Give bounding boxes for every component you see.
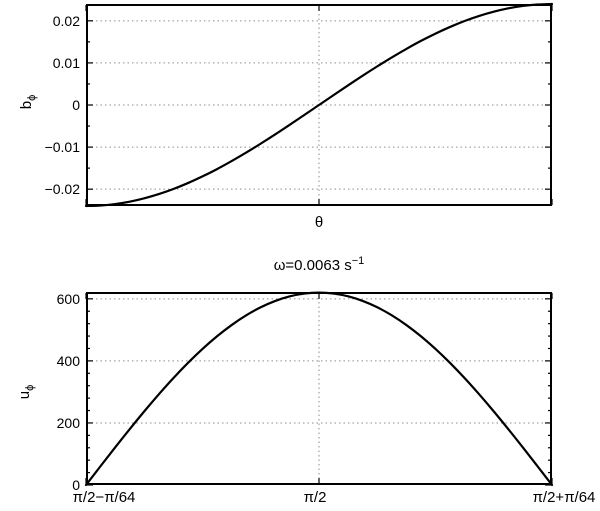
plot-svg bbox=[84, 291, 554, 487]
y-tick-label: 0 bbox=[72, 97, 80, 113]
y-tick-label: 0.01 bbox=[52, 54, 80, 71]
bottom-y-axis-label-base: u bbox=[16, 390, 33, 400]
bottom-y-axis-label: uϕ bbox=[16, 362, 36, 422]
data-curve bbox=[84, 2, 554, 208]
y-tick-label: 600 bbox=[56, 290, 80, 307]
x-tick-label: π/2 bbox=[303, 489, 327, 506]
y-tick-label: 0 bbox=[72, 477, 80, 493]
y-tick-label: −0.02 bbox=[44, 181, 80, 198]
top-x-axis-label: θ bbox=[314, 214, 324, 231]
top-axes: 0.02 0.01 0 −0.01 −0.02 bbox=[45, 2, 554, 208]
bottom-plot-title-text: ω=0.0063 s bbox=[273, 257, 352, 274]
x-tick-label: π/2+π/64 bbox=[532, 489, 596, 506]
x-tick-label: π/2−π/64 bbox=[72, 489, 136, 506]
axes-frame bbox=[86, 4, 552, 206]
bottom-plot-title-exponent: −1 bbox=[351, 255, 365, 267]
y-tick-label: 200 bbox=[56, 414, 80, 431]
y-tick-label: −0.01 bbox=[44, 139, 80, 156]
phi-subscript: ϕ bbox=[24, 384, 36, 391]
y-tick-label: 400 bbox=[56, 352, 80, 369]
plot-svg bbox=[84, 2, 554, 208]
axes-frame bbox=[86, 292, 552, 485]
bottom-axes: 600 400 200 0 π/2−π/64 π/2 π/2+π/64 bbox=[57, 291, 596, 506]
y-tick-label: 0.02 bbox=[52, 12, 80, 29]
bottom-plot-title: ω=0.0063 s−1 bbox=[86, 255, 552, 274]
